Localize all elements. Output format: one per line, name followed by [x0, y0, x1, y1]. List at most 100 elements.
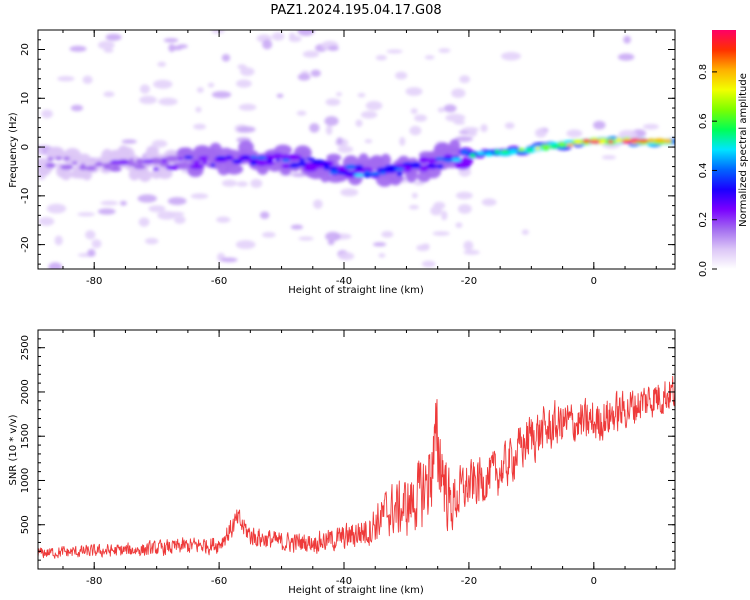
spectrogram-noise-blob [139, 84, 151, 94]
spectrogram-noise-blob [409, 125, 422, 136]
spectrogram-ridge-blob [281, 163, 291, 169]
spectrogram-noise-blob [325, 98, 341, 106]
spectrogram-ridge-blob [145, 161, 151, 165]
spectrogram-ridge-blob [621, 139, 633, 144]
x-tick-label: -80 [86, 576, 102, 587]
x-tick-label: -40 [336, 576, 352, 587]
spectrogram-ridge-blob [380, 171, 386, 175]
spectrogram-band-blob [454, 161, 471, 170]
spectrogram-ridge-blob [266, 158, 273, 163]
spectrogram-ridge-blob [256, 156, 268, 160]
spectrogram-noise-blob [207, 82, 215, 88]
spectrogram-noise-blob [413, 180, 425, 186]
spectrogram-noise-blob [38, 147, 43, 155]
y-tick-label: 2000 [20, 379, 31, 404]
spectrogram-noise-blob [424, 55, 435, 60]
x-tick-label: 0 [591, 276, 597, 287]
spectrogram-ridge-blob [152, 167, 160, 171]
snr-x-ticks: -80 -60 -40 -20 0 [62, 330, 657, 587]
spectrogram-noise-blob [271, 32, 285, 41]
spectrogram-ridge-blob [461, 149, 468, 153]
spectrogram-noise-blob [364, 139, 373, 144]
spectrogram-ridge-blob [345, 171, 357, 176]
spectrogram-ridge-blob [102, 163, 112, 167]
spectrogram-noise-blob [297, 30, 315, 36]
spectrogram-band-blob [77, 153, 92, 166]
spectrogram-noise-blob [381, 230, 394, 238]
x-tick-label: -40 [336, 276, 352, 287]
spectrogram-ridge-blob [250, 160, 257, 166]
spectrogram-noise-blob [453, 120, 466, 125]
spectrogram-noise-blob [298, 236, 314, 241]
spectrogram-ridge-blob [517, 148, 526, 152]
spectrogram-noise-blob [119, 200, 127, 206]
snr-series-line [38, 375, 675, 559]
spectrogram-ridge-blob [129, 158, 135, 162]
spectrogram-noise-blob [504, 122, 515, 129]
spectrogram-ridge-blob [85, 167, 97, 171]
spectrogram-noise-blob [335, 92, 342, 97]
spectrogram-ridge-blob [202, 160, 208, 165]
spectrogram-noise-blob [375, 54, 387, 61]
spectrogram-ridge-blob [411, 162, 421, 166]
spectrogram-ridge-blob [476, 151, 485, 156]
spectrogram-ridge-blob [323, 162, 330, 168]
spectrogram-ridge-blob [265, 160, 275, 166]
spectrogram-ridge-blob [161, 159, 167, 163]
spectrogram-ridge-blob [263, 154, 276, 161]
spectrogram-noise-blob [167, 197, 187, 206]
snr-x-axis-label: Height of straight line (km) [288, 585, 424, 596]
colorbar-tick-label: 0.6 [698, 113, 709, 129]
spectrogram-ridge-blob [166, 165, 179, 169]
y-tick-label: 1000 [20, 468, 31, 493]
spectrogram-ridge-blob [509, 149, 518, 153]
spectrogram-noise-blob [211, 30, 225, 34]
spectrogram-noise-blob [163, 38, 179, 43]
spectrogram-noise-blob [623, 35, 631, 44]
spectrogram-noise-blob [535, 128, 547, 138]
spectrogram-noise-blob [211, 91, 232, 99]
spectrogram-noise-blob [137, 194, 157, 203]
spectrogram-noise-blob [153, 79, 173, 89]
spectrogram-panel: -80 -60 -40 -20 0 -20 -10 0 10 20 Height of stra… [8, 29, 676, 296]
spectrogram-noise-blob [327, 45, 339, 51]
spectrogram-noise-blob [566, 129, 583, 138]
spectrogram-noise-blob [195, 106, 202, 113]
spectrogram-ridge-blob [110, 159, 121, 164]
spectrogram-ridge-blob [312, 160, 325, 165]
spectrogram-ridge-blob [152, 159, 160, 165]
spectrogram-noise-blob [593, 120, 606, 130]
spectrogram-noise-blob [221, 179, 237, 187]
spectrogram-noise-blob [336, 137, 343, 145]
spectrogram-noise-blob [291, 172, 307, 177]
spectrogram-noise-blob [433, 201, 446, 210]
spectrogram-ridge-blob [426, 164, 438, 168]
spectrogram-ridge-blob [354, 173, 364, 178]
spectrogram-noise-blob [138, 217, 150, 227]
spectrogram-noise-blob [481, 198, 497, 206]
colorbar-tick-label: 0.2 [698, 212, 709, 228]
spectrogram-ridge-blob [436, 163, 444, 169]
spectrogram-noise-blob [91, 239, 102, 249]
spectrogram-noise-blob [167, 211, 185, 216]
spectrogram-noise-blob [462, 126, 479, 132]
spectrogram-noise-blob [103, 48, 114, 53]
spectrogram-band-blob [375, 171, 394, 187]
spectrogram-noise-blob [372, 242, 387, 247]
spectrogram-noise-blob [443, 104, 457, 113]
spectrogram-noise-blob [297, 73, 311, 81]
spectrogram-noise-blob [97, 40, 115, 50]
spectrogram-noise-blob [85, 230, 96, 240]
spectrogram-noise-blob [501, 51, 522, 61]
spectrogram-noise-blob [618, 129, 638, 140]
spectrogram-ridge-blob [78, 165, 87, 171]
x-tick-label: -20 [461, 576, 477, 587]
spectrogram-ridge-blob [215, 156, 227, 160]
spectrogram-noise-blob [441, 210, 448, 221]
spectrogram-ridge-blob [614, 139, 623, 143]
spectrogram-noise-blob [276, 93, 284, 98]
spectrogram-noise-blob [360, 111, 378, 119]
spectrogram-noise-blob [411, 192, 418, 199]
spectrogram-noise-blob [220, 257, 238, 263]
spectrogram-ridge-blob [588, 139, 601, 144]
